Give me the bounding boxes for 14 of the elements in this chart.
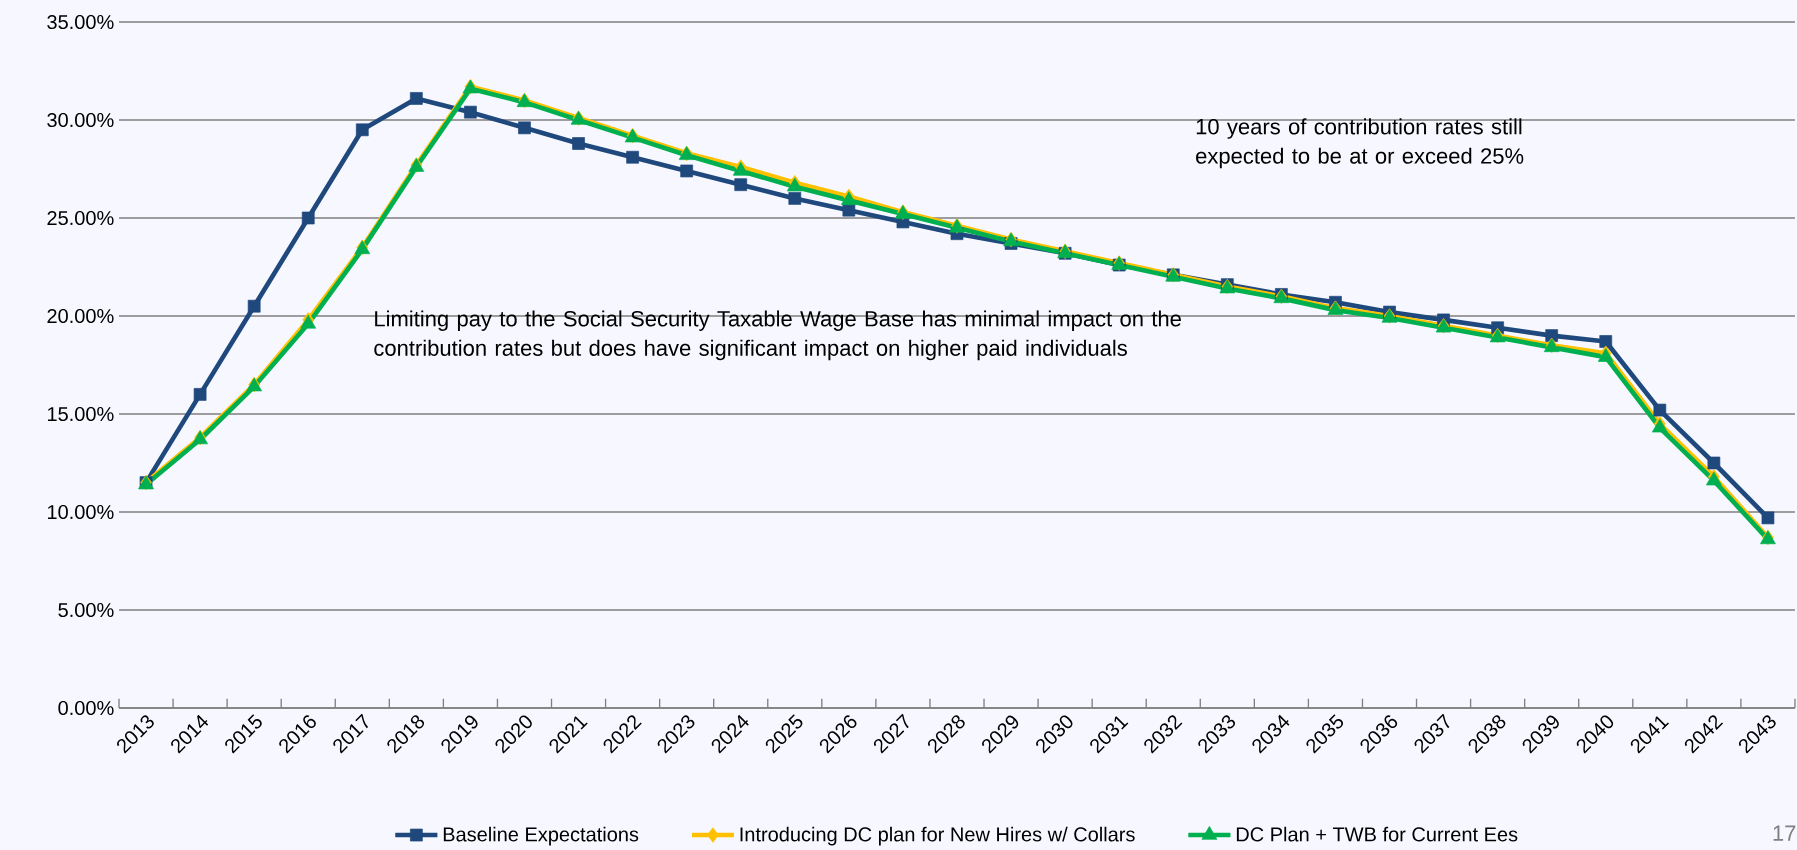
annotation: 10 years of contribution rates still expected to be at or exceed 25% [1196,118,1524,169]
y-tick-label: 25.00% [47,210,114,226]
legend-label: Baseline Expectations [443,826,639,846]
y-tick-label: 20.00% [47,308,114,324]
y-tick-label: 10.00% [47,504,114,520]
legend-label: Introducing DC plan for New Hires w/ Collars [740,826,1135,846]
text: 17 [1773,825,1796,841]
legend-label: DC Plan + TWB for Current Ees [1236,826,1518,842]
y-tick-label: 30.00% [47,112,114,128]
y-tick-label: 15.00% [47,406,114,422]
y-tick-label: 0.00% [58,700,114,716]
annotation: Limiting pay to the Social Security Taxable Wage Base has minimal impact on the contribution rates but does have significant impact on higher paid individuals [374,310,1181,361]
y-tick-label: 5.00% [58,602,114,618]
y-tick-label: 35.00% [47,14,114,30]
